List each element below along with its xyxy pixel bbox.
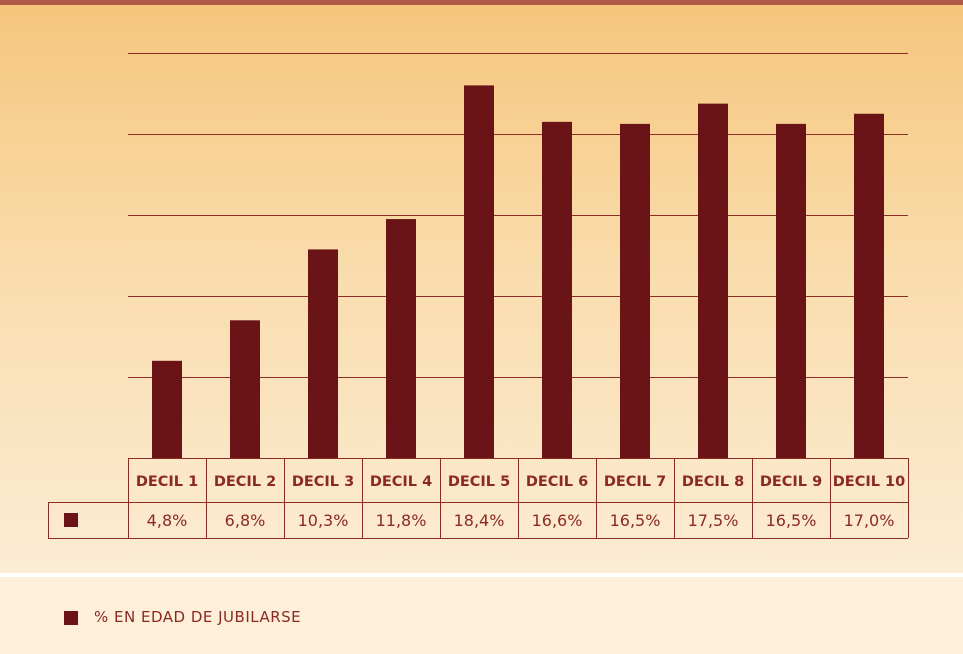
bar [230,320,260,458]
value-label: 4,8% [147,511,188,530]
category-label: DECIL 9 [760,474,822,490]
value-label: 11,8% [376,511,427,530]
bar [620,123,650,458]
legend-panel [0,577,963,654]
legend-label: % EN EDAD DE JUBILARSE [94,608,302,626]
category-label: DECIL 10 [833,474,905,490]
bar [698,103,728,458]
value-label: 17,5% [688,511,739,530]
value-label: 10,3% [298,511,349,530]
category-label: DECIL 1 [136,474,198,490]
value-label: 6,8% [225,511,266,530]
value-label: 16,5% [766,511,817,530]
chart-panel: DECIL 1 4,8% DECIL 2 6,8% DECIL 3 10,3% DECIL … [0,5,963,573]
value-label: 16,6% [532,511,583,530]
bar [308,249,338,458]
top-rule [0,0,963,5]
bar [386,219,416,458]
bar [776,123,806,458]
value-label: 18,4% [454,511,505,530]
category-label: DECIL 3 [292,474,354,490]
category-label: DECIL 7 [604,474,666,490]
legend-swatch [64,611,78,625]
bar [854,113,884,458]
category-label: DECIL 8 [682,474,744,490]
bar [542,121,572,458]
bar-chart: DECIL 1 4,8% DECIL 2 6,8% DECIL 3 10,3% DECIL … [48,53,909,539]
category-label: DECIL 6 [526,474,588,490]
category-label: DECIL 5 [448,474,510,490]
category-label: DECIL 4 [370,474,432,490]
bar [152,360,182,458]
bar [464,85,494,459]
value-label: 16,5% [610,511,661,530]
category-label: DECIL 2 [214,474,276,490]
series-key-swatch [64,513,78,527]
value-label: 17,0% [844,511,895,530]
